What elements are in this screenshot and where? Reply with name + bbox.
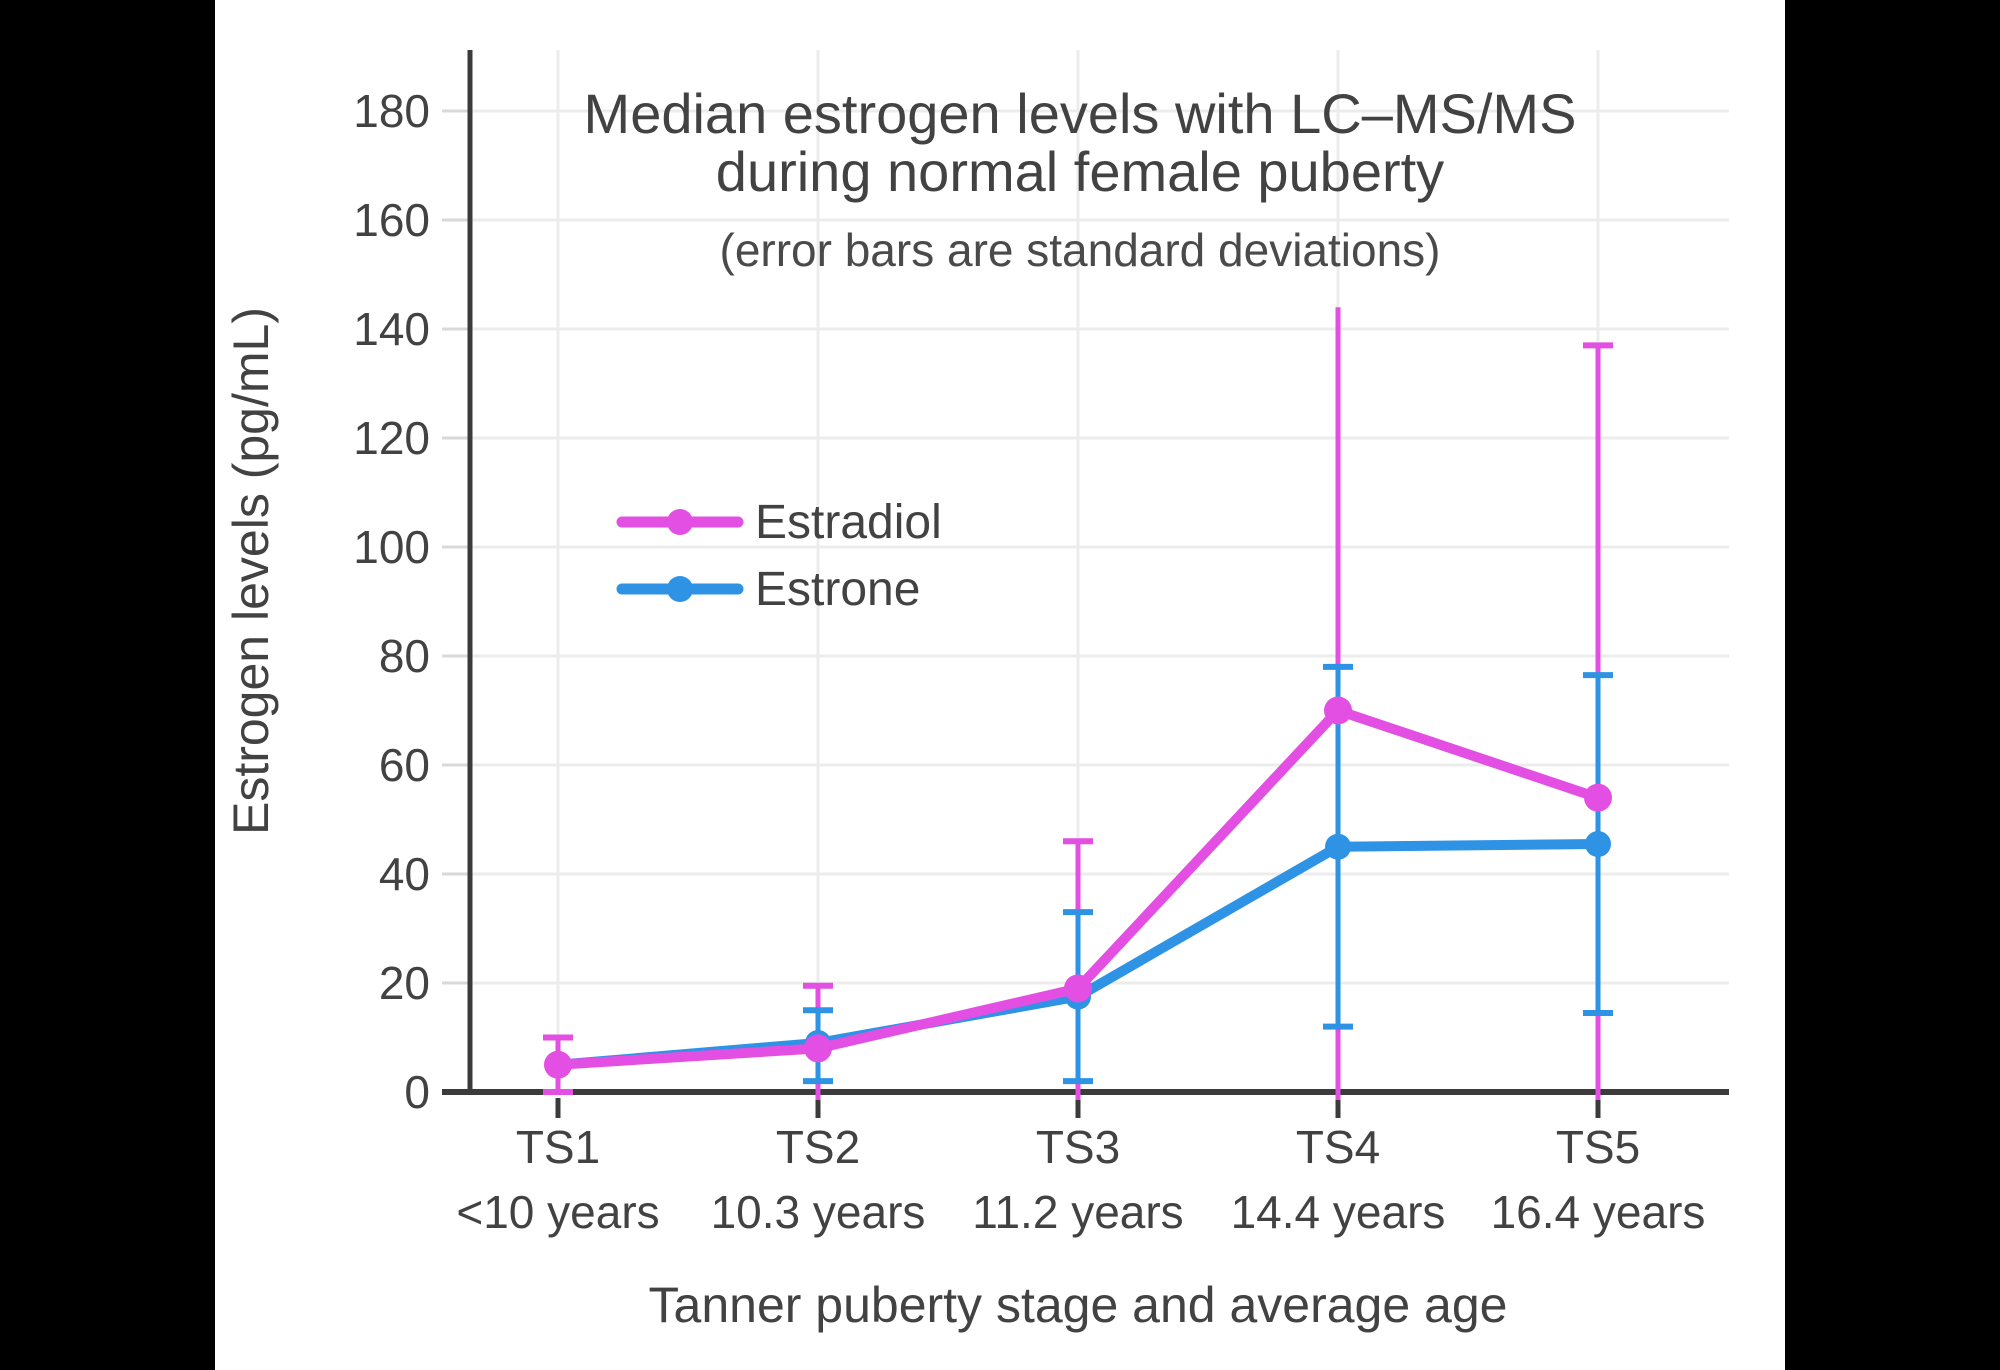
y-tick-label: 160 [353, 194, 430, 246]
x-axis-title: Tanner puberty stage and average age [649, 1277, 1508, 1333]
data-point-marker [1324, 696, 1352, 725]
legend-marker [667, 576, 693, 602]
legend-item-estrone: Estrone [616, 563, 920, 616]
series-layer [544, 696, 1612, 1079]
series-estradiol [544, 696, 1612, 1079]
data-point-marker [544, 1050, 572, 1079]
x-tick-label-age: 14.4 years [1231, 1186, 1446, 1238]
x-tick-label-stage: TS4 [1296, 1121, 1380, 1173]
plot-axes [442, 50, 1729, 1118]
x-tick-label-stage: TS3 [1036, 1121, 1120, 1173]
x-tick-label-age: 11.2 years [972, 1186, 1183, 1238]
legend-label: Estrone [755, 563, 920, 616]
data-point-marker [1585, 831, 1611, 858]
chart-canvas [215, 0, 1785, 1370]
x-tick-label-stage: TS5 [1556, 1121, 1640, 1173]
data-point-marker [1325, 833, 1351, 860]
y-tick-labels: 0 20 40 60 80 100 120 140 160 180 [353, 85, 430, 1118]
data-point-marker [804, 1034, 832, 1063]
y-tick-label: 40 [379, 848, 430, 900]
x-tick-labels: TS1 <10 years TS2 10.3 years TS3 11.2 years TS… [456, 1121, 1705, 1238]
y-tick-label: 20 [379, 957, 430, 1009]
y-tick-label: 140 [353, 303, 430, 355]
x-tick-label-stage: TS1 [516, 1121, 600, 1173]
y-tick-label: 80 [379, 630, 430, 682]
data-point-marker [1584, 783, 1612, 812]
legend-label: Estradiol [755, 496, 942, 549]
y-tick-label: 180 [353, 85, 430, 137]
data-point-marker [1064, 974, 1092, 1003]
legend-marker [667, 509, 693, 535]
x-tick-label-age: <10 years [456, 1186, 659, 1238]
y-tick-label: 120 [353, 412, 430, 464]
y-tick-label: 60 [379, 739, 430, 791]
y-axis-title: Estrogen levels (pg/mL) [223, 307, 279, 835]
legend-item-estradiol: Estradiol [616, 496, 942, 549]
chart-title-line2: during normal female puberty [716, 140, 1444, 203]
y-tick-label: 100 [353, 521, 430, 573]
x-tick-label-age: 10.3 years [711, 1186, 926, 1238]
x-tick-label-age: 16.4 years [1491, 1186, 1706, 1238]
chart-title-line1: Median estrogen levels with LC–MS/MS [584, 82, 1577, 145]
y-tick-label: 0 [404, 1066, 430, 1118]
legend: Estradiol Estrone [616, 496, 942, 616]
chart-subtitle: (error bars are standard deviations) [720, 224, 1441, 276]
x-tick-label-stage: TS2 [776, 1121, 860, 1173]
